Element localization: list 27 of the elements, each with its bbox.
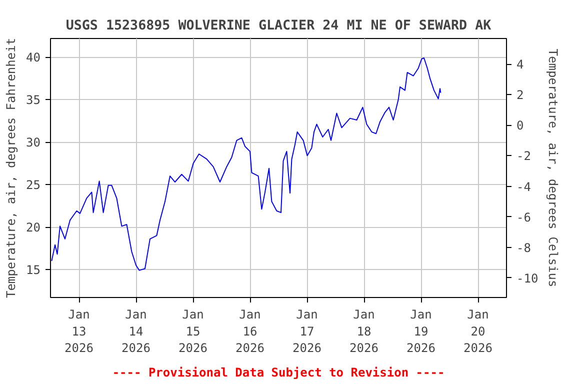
- x-tick-label: Jan 17 2026: [292, 308, 322, 356]
- x-tick-label: Jan 19 2026: [406, 308, 436, 356]
- y-axis-title: Temperature, air, degrees Fahrenheit: [4, 38, 18, 298]
- y-tick-label: 20: [26, 220, 41, 235]
- chart-title: USGS 15236895 WOLVERINE GLACIER 24 MI NE OF SEWARD AK: [66, 18, 492, 34]
- y-tick-label: 25: [26, 178, 41, 192]
- y2-tick-label: -4: [516, 180, 531, 194]
- y-tick-label: 15: [26, 262, 41, 277]
- x-tick-label: Jan 20 2026: [464, 308, 492, 356]
- y2-tick-label: 4: [516, 58, 524, 72]
- y-tick-label: 30: [26, 136, 41, 150]
- y2-axis-title: Temperature, air, degrees Celsius: [546, 48, 560, 288]
- y2-tick-label: -6: [516, 210, 531, 224]
- y2-tick-label: -2: [516, 149, 531, 164]
- x-tick-label: Jan 13 2026: [64, 308, 94, 356]
- y-tick-label: 40: [26, 50, 41, 65]
- y-tick-label: 35: [26, 93, 41, 108]
- x-tick-label: Jan 18 2026: [350, 308, 378, 356]
- y2-tick-label: -10: [516, 271, 538, 286]
- text: ---- Provisional Data Subject to Revision ----: [112, 366, 445, 380]
- x-tick-label: Jan 15 2026: [178, 308, 208, 356]
- y2-tick-label: 2: [516, 88, 524, 102]
- x-tick-label: Jan 16 2026: [236, 308, 264, 356]
- x-tick-label: Jan 14 2026: [122, 308, 150, 356]
- line-series: [51, 58, 442, 271]
- y2-tick-label: -8: [516, 240, 531, 255]
- y2-tick-label: 0: [516, 118, 524, 133]
